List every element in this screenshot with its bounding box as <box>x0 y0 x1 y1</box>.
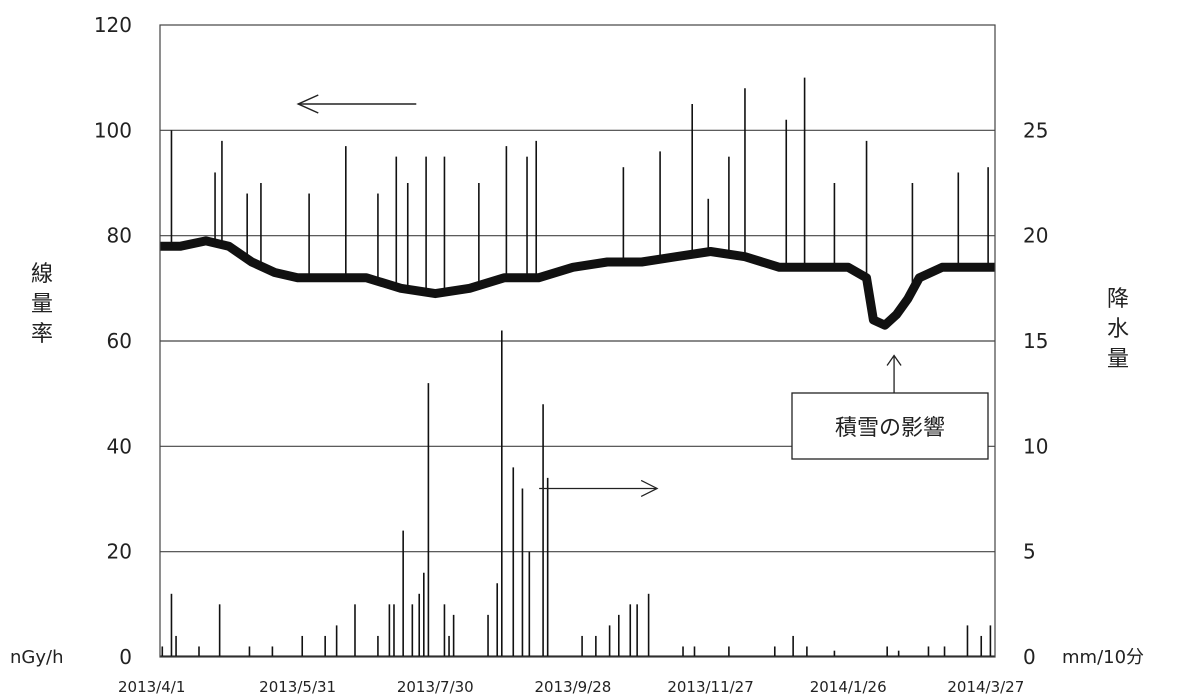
right-axis-ticks: 0 5 10 15 20 25 <box>1023 118 1048 669</box>
left-tick-label: 80 <box>107 224 132 248</box>
snow-annotation: 積雪の影響 <box>792 356 988 459</box>
x-tick-label: 2014/1/26 <box>810 678 887 696</box>
right-axis-label: 降水量 <box>1107 287 1129 372</box>
left-tick-label: 20 <box>107 540 132 564</box>
left-axis-label: 線量率 <box>31 262 53 347</box>
left-axis-ticks: 0 20 40 60 80 100 120 <box>94 13 132 669</box>
x-tick-label: 2013/7/30 <box>397 678 474 696</box>
annotation-text: 積雪の影響 <box>835 416 945 441</box>
left-axis-unit: nGy/h <box>10 647 63 668</box>
precipitation-bars <box>160 330 995 657</box>
dose-rate-line <box>160 241 995 325</box>
right-axis-unit: mm/10分 <box>1062 647 1144 668</box>
left-tick-label: 0 <box>119 645 132 669</box>
right-tick-label: 20 <box>1023 224 1048 248</box>
svg-text:線量率: 線量率 <box>31 262 53 347</box>
dose-rate-series <box>160 78 995 326</box>
x-tick-label: 2013/5/31 <box>259 678 336 696</box>
right-tick-label: 10 <box>1023 434 1048 458</box>
x-tick-label: 2013/4/1 <box>118 678 185 696</box>
left-tick-label: 60 <box>107 329 132 353</box>
right-tick-label: 15 <box>1023 329 1048 353</box>
x-tick-label: 2014/3/27 <box>947 678 1024 696</box>
x-axis-ticks: 2013/4/1 2013/5/31 2013/7/30 2013/9/28 2013/… <box>118 678 1024 696</box>
left-tick-label: 120 <box>94 13 132 37</box>
x-tick-label: 2013/11/27 <box>667 678 753 696</box>
left-tick-label: 40 <box>107 434 132 458</box>
axis-arrows <box>298 95 657 496</box>
right-tick-label: 25 <box>1023 118 1048 142</box>
right-tick-label: 5 <box>1023 540 1036 564</box>
left-tick-label: 100 <box>94 118 132 142</box>
x-tick-label: 2013/9/28 <box>534 678 611 696</box>
right-tick-label: 0 <box>1023 645 1036 669</box>
svg-text:降水量: 降水量 <box>1107 287 1129 372</box>
